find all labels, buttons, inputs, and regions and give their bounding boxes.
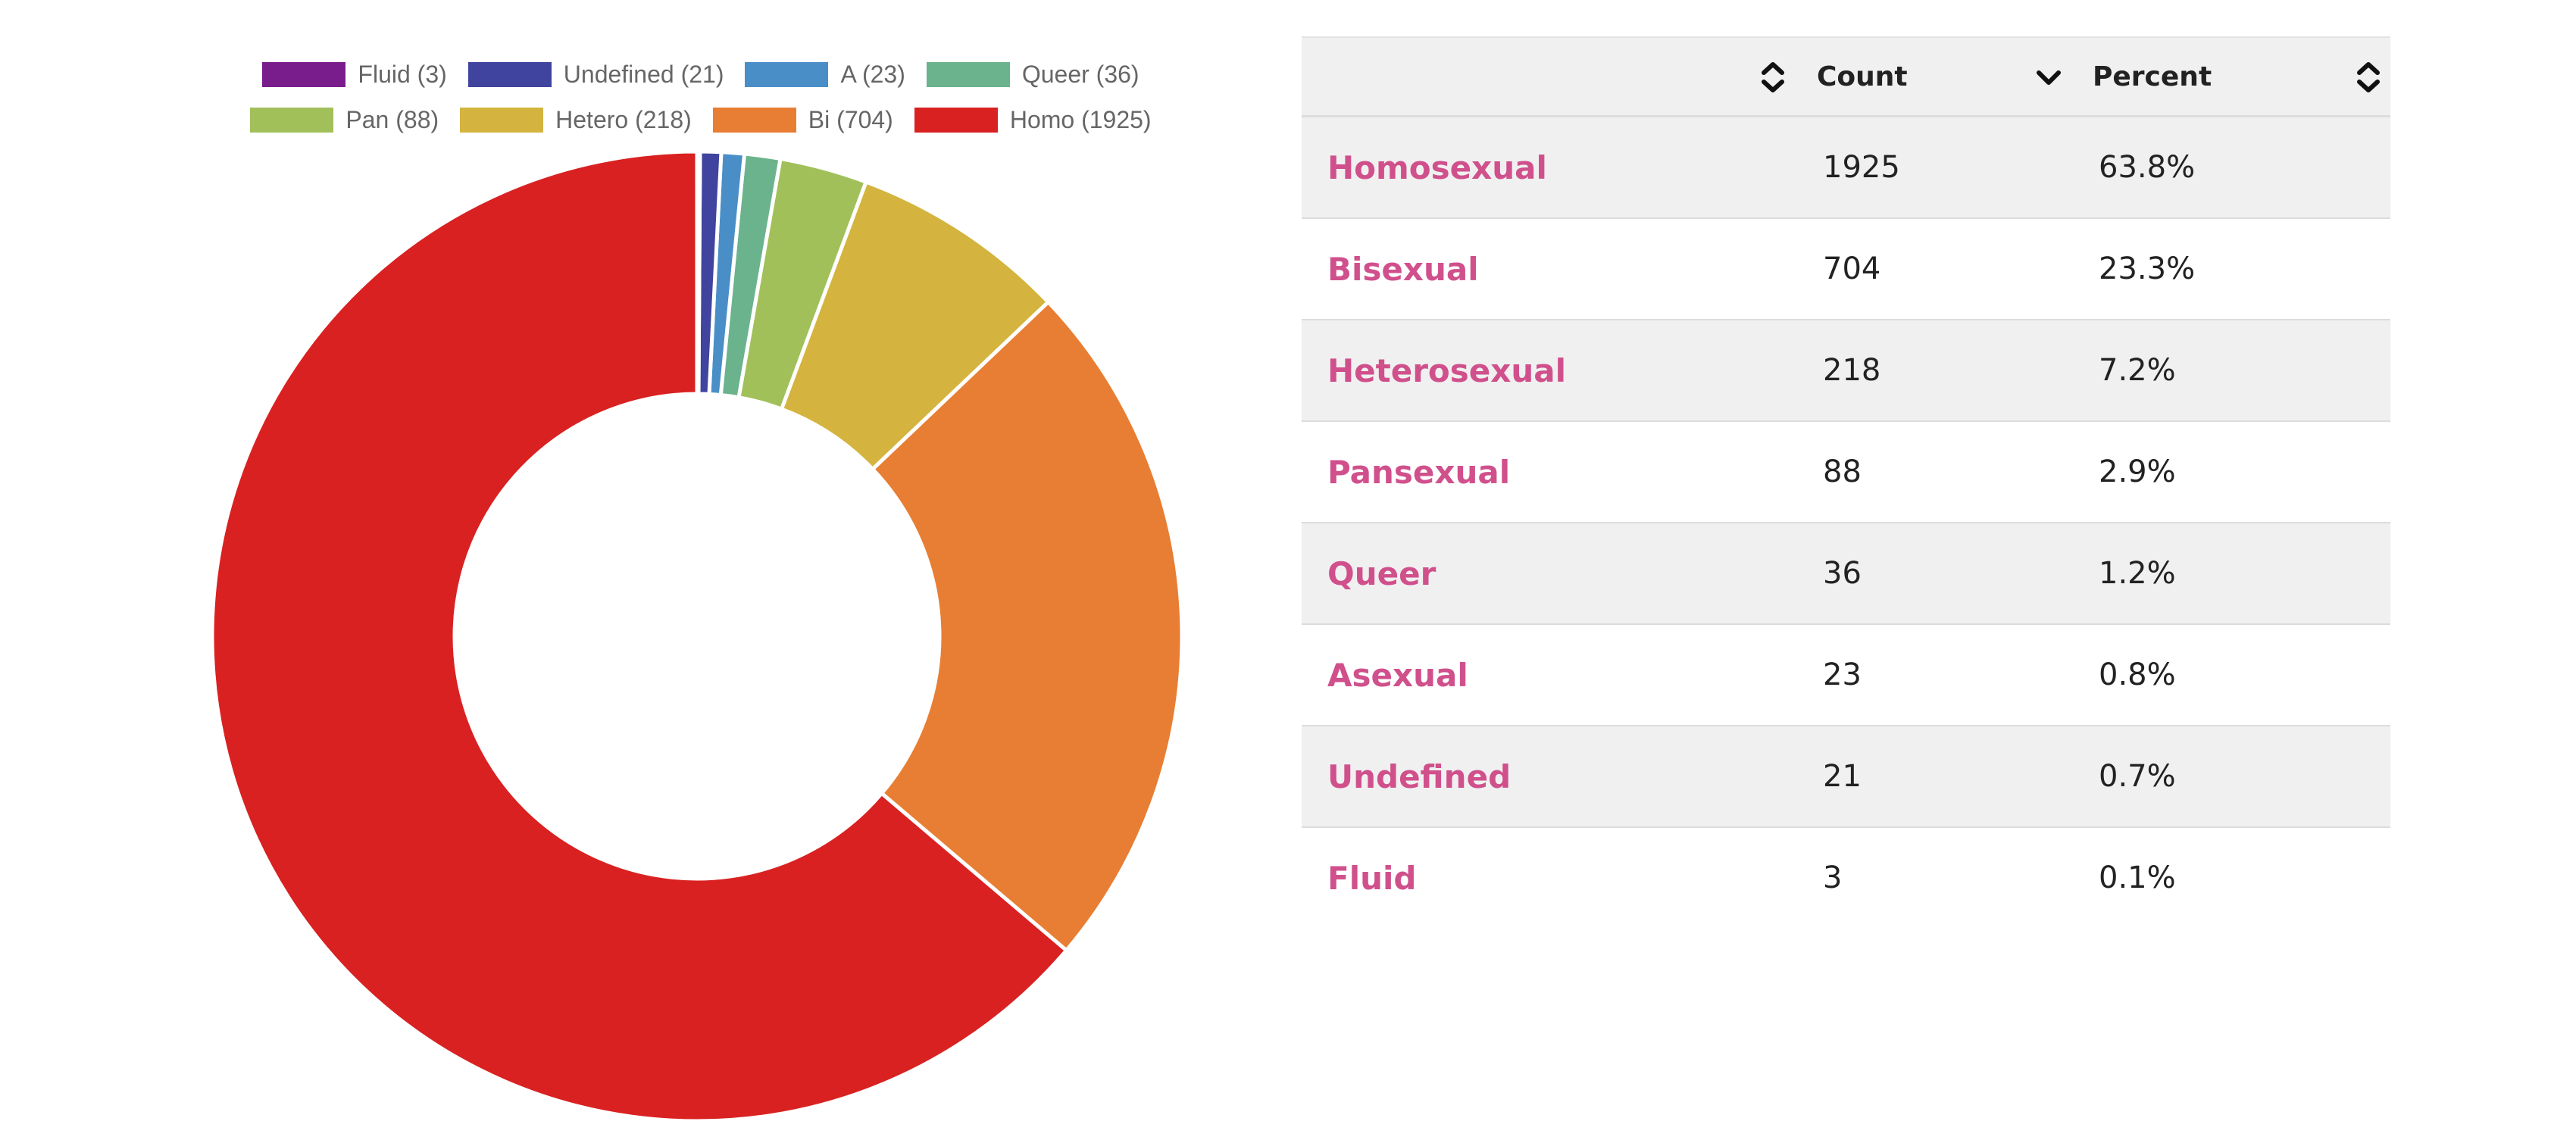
legend-item-hetero[interactable]: Hetero (218) — [460, 106, 692, 134]
row-label-link[interactable]: Pansexual — [1327, 453, 1511, 491]
legend-item-bi[interactable]: Bi (704) — [712, 105, 893, 134]
donut-chart — [210, 149, 1184, 1123]
legend-label: Fluid (3) — [358, 60, 447, 88]
row-count: 88 — [1823, 454, 1862, 489]
legend-swatch — [467, 61, 552, 87]
column-header-count[interactable]: Count — [1817, 61, 1908, 92]
table-row: Heterosexual 218 7.2% — [1302, 320, 2390, 422]
table-row: Pansexual 88 2.9% — [1302, 422, 2390, 523]
legend-swatch — [460, 107, 544, 133]
table-row: Asexual 23 0.8% — [1302, 625, 2390, 726]
donut-slice-fluid[interactable] — [695, 149, 702, 396]
data-table: Count Percent Homosexual 1925 63.8% Bise… — [1302, 36, 2390, 928]
legend-item-undefined[interactable]: Undefined (21) — [467, 60, 724, 89]
row-label-link[interactable]: Queer — [1327, 554, 1436, 592]
sort-both-icon[interactable] — [2355, 61, 2382, 94]
row-count: 21 — [1823, 759, 1862, 794]
row-percent: 0.1% — [2099, 860, 2176, 895]
legend-label: Hetero (218) — [555, 105, 692, 133]
table-header: Count Percent — [1302, 36, 2390, 117]
legend-swatch — [926, 61, 1010, 87]
legend-item-pan[interactable]: Pan (88) — [250, 106, 439, 134]
row-count: 36 — [1823, 556, 1862, 591]
row-count: 3 — [1823, 860, 1843, 895]
donut-slice-homo[interactable] — [210, 149, 1070, 1123]
legend-item-fluid[interactable]: Fluid (3) — [262, 60, 447, 89]
chart-legend: Fluid (3) Undefined (21) A (23) Queer (3… — [189, 52, 1212, 142]
row-label-link[interactable]: Asexual — [1327, 656, 1468, 694]
row-percent: 0.8% — [2099, 657, 2176, 692]
legend-item-a[interactable]: A (23) — [745, 61, 905, 89]
row-label-link[interactable]: Fluid — [1327, 859, 1417, 897]
row-label-link[interactable]: Undefined — [1327, 757, 1512, 795]
row-count: 704 — [1823, 251, 1881, 286]
legend-label: Queer (36) — [1021, 60, 1140, 88]
legend-label: Undefined (21) — [563, 60, 724, 88]
row-count: 23 — [1823, 657, 1862, 692]
legend-item-queer[interactable]: Queer (36) — [926, 60, 1140, 89]
donut-slice-bi[interactable] — [870, 299, 1184, 954]
row-label-link[interactable]: Bisexual — [1327, 250, 1479, 288]
legend-label: Homo (1925) — [1009, 105, 1152, 133]
table-row: Undefined 21 0.7% — [1302, 726, 2390, 828]
legend-item-homo[interactable]: Homo (1925) — [914, 106, 1152, 134]
sort-both-icon[interactable] — [1759, 61, 1787, 94]
row-count: 1925 — [1823, 150, 1900, 185]
row-percent: 1.2% — [2099, 556, 2176, 591]
legend-label: Pan (88) — [345, 105, 439, 133]
sort-descending-icon[interactable] — [2035, 61, 2062, 94]
table-row: Homosexual 1925 63.8% — [1302, 117, 2390, 219]
legend-row-2: Pan (88) Hetero (218) Bi (704) Homo (192… — [189, 97, 1212, 142]
row-percent: 63.8% — [2099, 150, 2196, 185]
legend-row-1: Fluid (3) Undefined (21) A (23) Queer (3… — [189, 52, 1212, 97]
row-percent: 2.9% — [2099, 454, 2176, 489]
row-count: 218 — [1823, 353, 1881, 388]
legend-label: A (23) — [840, 60, 905, 88]
table-row: Bisexual 704 23.3% — [1302, 219, 2390, 320]
legend-label: Bi (704) — [808, 105, 893, 133]
row-percent: 23.3% — [2099, 251, 2196, 286]
row-percent: 0.7% — [2099, 759, 2176, 794]
table-row: Queer 36 1.2% — [1302, 523, 2390, 625]
legend-swatch — [250, 107, 334, 133]
legend-swatch — [745, 61, 829, 87]
row-percent: 7.2% — [2099, 353, 2176, 388]
table-row: Fluid 3 0.1% — [1302, 828, 2390, 928]
legend-swatch — [914, 107, 998, 133]
legend-swatch — [262, 61, 346, 87]
column-header-percent[interactable]: Percent — [2093, 61, 2212, 92]
row-label-link[interactable]: Homosexual — [1327, 148, 1547, 186]
row-label-link[interactable]: Heterosexual — [1327, 351, 1566, 389]
legend-swatch — [712, 107, 796, 133]
